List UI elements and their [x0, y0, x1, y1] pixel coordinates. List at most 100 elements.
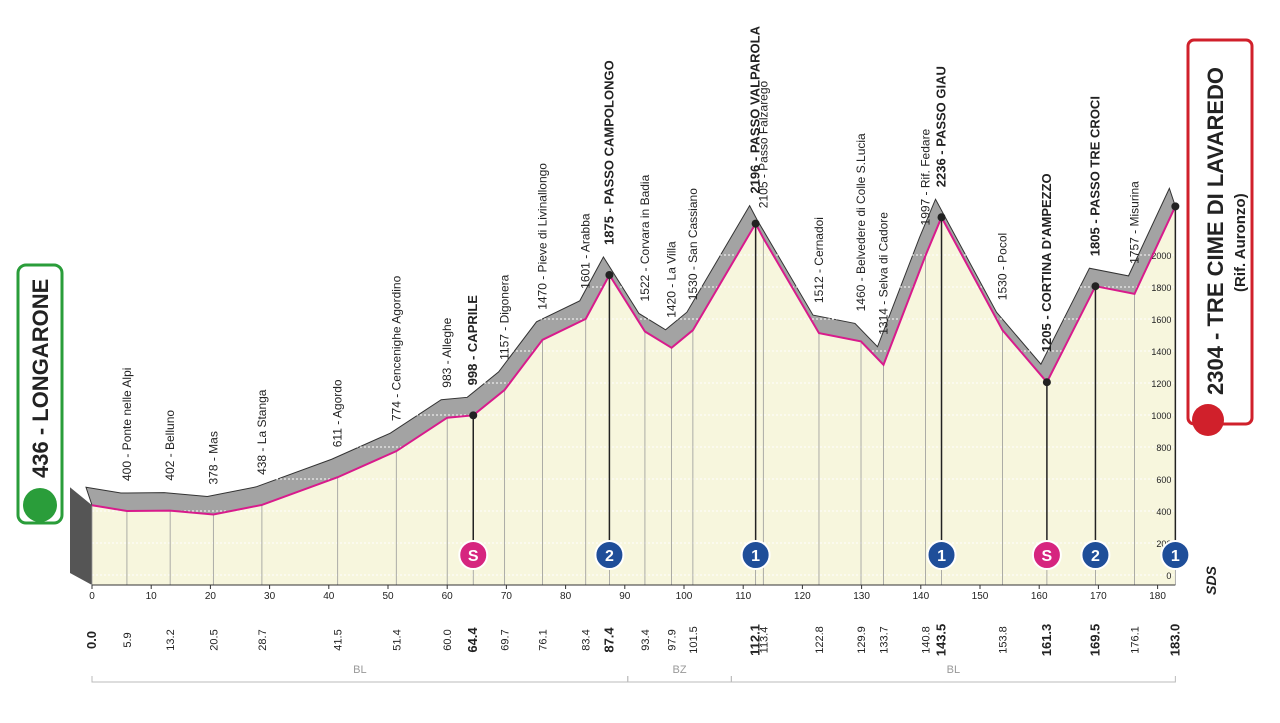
y-tick-label: 1600 — [1151, 315, 1171, 325]
km-label: 169.5 — [1087, 624, 1102, 657]
y-tick-label: 1000 — [1151, 411, 1171, 421]
x-tick-label: 20 — [205, 591, 217, 602]
waypoint-label: 1601 - Arabba — [579, 213, 593, 289]
profile-line — [91, 205, 1177, 516]
waypoint-label: 1530 - Pocol — [995, 233, 1009, 300]
km-label: 153.8 — [997, 626, 1009, 654]
km-label: 69.7 — [500, 629, 512, 650]
waypoint-label: 1460 - Belvedere di Colle S.Lucia — [854, 133, 868, 311]
marker — [1031, 540, 1062, 570]
km-label: 5.9 — [122, 632, 134, 647]
marker — [594, 540, 625, 570]
y-tick-label: 400 — [1156, 507, 1171, 517]
finish-label: 2304 - TRE CIME DI LAVAREDO — [1203, 67, 1228, 395]
waypoint-label: 611 - Agordo — [331, 379, 345, 447]
marker-symbol: 2 — [605, 548, 614, 565]
km-label: 97.9 — [667, 629, 679, 650]
x-tick-label: 50 — [382, 591, 394, 602]
region-bracket — [91, 676, 629, 683]
waypoint-label: 1512 - Cernadoi — [812, 217, 826, 303]
waypoint-label: 1997 - Rif. Fedare — [919, 128, 933, 225]
finish-sublabel: (Rif. Auronzo) — [1232, 193, 1249, 292]
km-label: 76.1 — [538, 629, 550, 650]
km-label: 41.5 — [333, 629, 345, 650]
marker — [1080, 540, 1111, 570]
x-tick-label: 60 — [442, 591, 454, 602]
waypoint-label: 378 - Mas — [206, 431, 220, 484]
x-tick-label: 30 — [264, 591, 276, 602]
marker-symbol: S — [468, 548, 479, 565]
km-label: 140.8 — [921, 626, 933, 654]
marker-symbol: 1 — [1171, 548, 1180, 565]
km-label: 129.9 — [856, 626, 868, 654]
km-label: 28.7 — [257, 629, 269, 650]
waypoint-label: 2236 - PASSO GIAU — [934, 66, 949, 187]
y-tick-label: 800 — [1156, 443, 1171, 453]
waypoint-label: 1757 - Misurina — [1128, 181, 1142, 264]
marker — [1160, 540, 1191, 570]
km-label: 133.7 — [879, 626, 891, 654]
y-tick-label: 0 — [1166, 571, 1171, 581]
waypoint-label: 2105 - Passo Falzarego — [756, 80, 770, 208]
km-label: 51.4 — [391, 629, 403, 650]
marker-symbol: 1 — [937, 548, 946, 565]
y-tick-label: 1800 — [1151, 283, 1171, 293]
waypoint-label: 1875 - PASSO CAMPOLONGO — [601, 60, 616, 245]
km-label: 83.4 — [581, 629, 593, 650]
km-label: 13.2 — [165, 629, 177, 650]
marker-dot — [751, 219, 760, 228]
km-label: 64.4 — [465, 627, 480, 653]
region-bracket — [627, 676, 732, 683]
x-tick-label: 180 — [1149, 591, 1166, 602]
marker-dot — [469, 411, 478, 420]
marker-symbol: S — [1042, 548, 1053, 565]
km-label: 112.1 — [748, 624, 763, 656]
waypoint-label: 438 - La Stanga — [255, 389, 269, 475]
waypoint-label: 774 - Cencenighe Agordino — [389, 275, 403, 421]
km-label: 93.4 — [640, 629, 652, 650]
waypoint-label: 1157 - Digonera — [498, 274, 512, 359]
y-tick-label: 1200 — [1151, 379, 1171, 389]
waypoint-label: 1205 - CORTINA D'AMPEZZO — [1039, 173, 1054, 352]
waypoint-label: 998 - CAPRILE — [465, 295, 480, 386]
region-bracket — [730, 676, 1176, 683]
x-tick-label: 100 — [676, 591, 693, 602]
finish-icon — [1192, 404, 1224, 436]
waypoint-label: 400 - Ponte nelle Alpi — [120, 368, 134, 481]
marker-symbol: 2 — [1091, 548, 1100, 565]
marker — [740, 540, 771, 570]
km-label: 176.1 — [1130, 626, 1142, 654]
waypoint-label: 1420 - La Villa — [665, 241, 679, 318]
y-tick-label: 200 — [1156, 539, 1171, 549]
region-label: BZ — [673, 664, 687, 676]
km-label: 87.4 — [601, 627, 616, 653]
km-label: 20.5 — [208, 629, 220, 650]
marker-dot — [1091, 282, 1100, 291]
km-label: 0.0 — [84, 631, 99, 649]
start-label: 436 - LONGARONE — [28, 279, 53, 478]
region-label: BL — [947, 664, 960, 676]
y-tick-label: 600 — [1156, 475, 1171, 485]
km-label: 113.4 — [758, 627, 770, 654]
start-box — [16, 263, 64, 525]
relief-side — [70, 487, 92, 585]
marker — [926, 540, 957, 570]
x-tick-label: 120 — [794, 591, 811, 602]
waypoint-label: 1470 - Pieve di Livinallongo — [536, 163, 550, 310]
x-tick-label: 40 — [323, 591, 335, 602]
y-tick-label: 1400 — [1151, 347, 1171, 357]
km-label: 101.5 — [688, 626, 700, 654]
region-label: BL — [353, 664, 366, 676]
x-tick-label: 10 — [146, 591, 158, 602]
logo: SDS — [1203, 566, 1219, 595]
x-tick-label: 110 — [735, 591, 751, 602]
km-label: 143.5 — [934, 624, 949, 657]
y-tick-label: 2000 — [1151, 251, 1171, 261]
waypoint-label: 402 - Belluno — [163, 410, 177, 481]
marker-dot — [1042, 378, 1051, 387]
waypoint-label: 1522 - Corvara in Badia — [638, 174, 652, 301]
start-icon — [23, 488, 57, 522]
marker-dot — [1171, 202, 1180, 211]
x-tick-label: 160 — [1031, 591, 1048, 602]
